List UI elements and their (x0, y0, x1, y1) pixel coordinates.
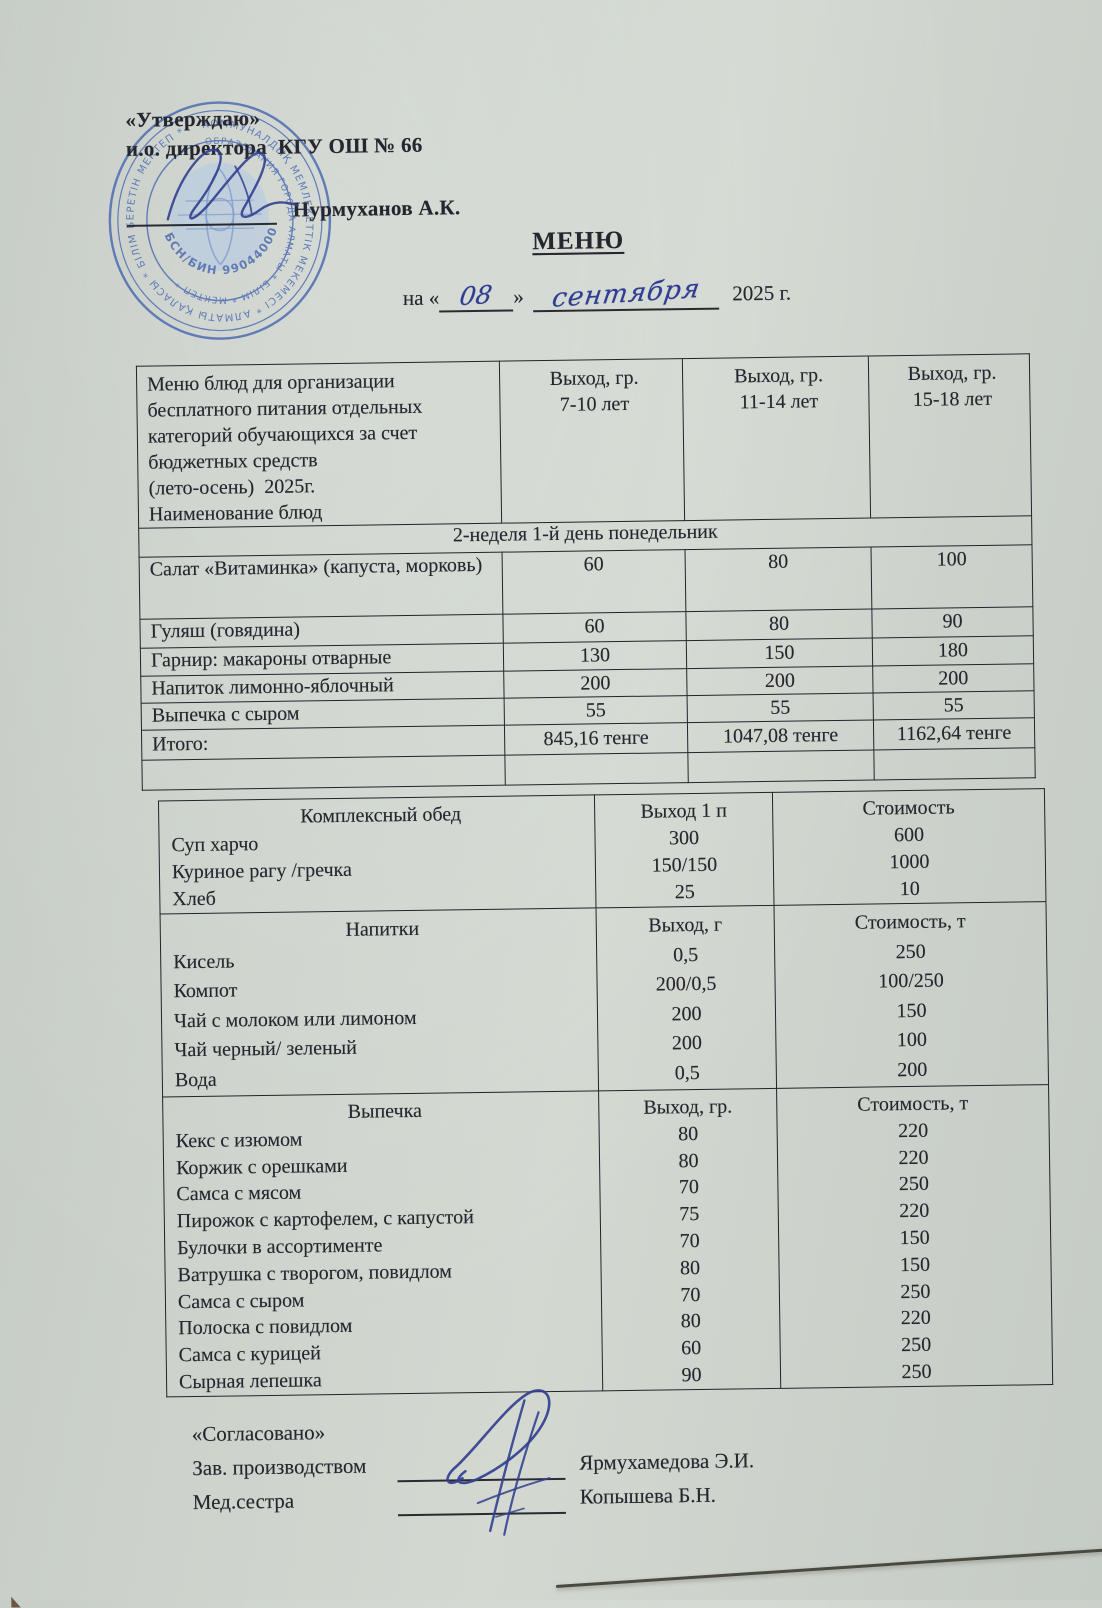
price-value: 250 (901, 1360, 932, 1384)
portion-value: 0,5 (674, 1061, 700, 1084)
portion-value: 200 (671, 1031, 703, 1055)
date-month-slot: сентября (532, 274, 720, 314)
dish-value: 130 (503, 640, 687, 672)
portion-value: 200 (671, 1002, 702, 1025)
dish-value: 55 (873, 690, 1035, 720)
dish-value: 200 (686, 665, 874, 696)
stamp-emblem (170, 162, 269, 271)
price-value: 150 (896, 999, 927, 1022)
stamp-rings (108, 101, 332, 340)
dish-value: 150 (686, 637, 873, 669)
portion-value: 80 (680, 1310, 701, 1333)
menu-table-header-row: Меню блюд для организации бесплатного пи… (136, 353, 1032, 529)
col-unit-11-14: Выход, гр. (734, 364, 824, 388)
price-value: 220 (898, 1146, 929, 1169)
extras-table: Комплексный обед Суп харчо Куриное рагу … (158, 788, 1053, 1397)
handwritten-month: сентября (549, 274, 703, 314)
role-nurse: Мед.сестра (192, 1488, 295, 1515)
portion-value: 0,5 (673, 943, 699, 966)
list-item: Вода (174, 1068, 217, 1091)
portion-value: 80 (679, 1256, 701, 1280)
price-value: 250 (898, 1173, 930, 1196)
col-age-15-18: 15-18 лет (912, 387, 993, 411)
official-stamp: КОММУНАЛДЫҚ МЕМЛЕКЕТТІК МЕКЕМЕСІ * АЛМАТ… (104, 95, 332, 340)
column-header: Выход, гр. (643, 1095, 733, 1119)
dish-value: 180 (872, 635, 1034, 666)
dish-value: 55 (504, 695, 688, 726)
dish-value: 60 (502, 611, 687, 644)
date-prefix: на (402, 285, 424, 311)
col-age-7-10: 7-10 лет (559, 392, 630, 416)
desk-corner (11, 1594, 27, 1607)
role-production-manager: Зав. производством (192, 1453, 367, 1481)
director-signature (166, 148, 299, 221)
section-pastry: Выпечка Кекс с изюмом Коржик с орешками … (162, 1084, 1053, 1397)
menu-table-description: Меню блюд для организации бесплатного пи… (147, 370, 428, 474)
dish-value: 80 (685, 609, 873, 641)
price-value: 600 (893, 823, 925, 847)
dish-value: 100 (870, 544, 1033, 610)
menu-table-dishes-label: Наименование блюд (148, 501, 323, 526)
total-value: 845,16 тенге (504, 722, 688, 756)
production-manager-name: Ярмухамедова Э.И. (579, 1448, 755, 1475)
price-value: 250 (895, 940, 926, 963)
column-header: Стоимость, т (854, 910, 966, 934)
portion-value: 75 (679, 1203, 700, 1226)
portion-value: 90 (681, 1363, 702, 1387)
portion-value: 25 (674, 881, 695, 904)
price-value: 100/250 (878, 969, 944, 993)
dish-value: 90 (871, 606, 1034, 638)
price-value: 220 (898, 1119, 929, 1142)
col-age-11-14: 11-14 лет (739, 390, 819, 414)
portion-value: 200/0,5 (655, 972, 717, 996)
price-value: 150 (899, 1226, 930, 1250)
approver-signature (446, 1389, 551, 1536)
portion-value: 150/150 (651, 853, 718, 877)
price-value: 10 (899, 877, 920, 901)
price-value: 200 (897, 1058, 928, 1081)
column-header: Выход 1 п (640, 799, 727, 823)
price-value: 1000 (889, 850, 930, 874)
portion-value: 70 (680, 1283, 701, 1306)
dish-value: 200 (503, 668, 688, 699)
date-day-slot: 08 (439, 279, 514, 313)
dish-value: 200 (872, 663, 1035, 693)
menu-table-season: (лето-осень) 2025г. (148, 475, 316, 500)
price-value: 220 (900, 1307, 931, 1330)
dish-value: 55 (687, 692, 874, 723)
dish-value: 80 (685, 547, 872, 612)
section-drinks: Напитки Кисель Компот Чай с молоком или … (160, 901, 1049, 1097)
menu-table: Меню блюд для организации бесплатного пи… (136, 353, 1036, 791)
column-header: Стоимость, т (857, 1092, 969, 1116)
portion-value: 60 (681, 1337, 702, 1360)
date-year: 2025 г. (732, 280, 792, 306)
handwritten-day: 08 (458, 279, 495, 312)
portion-value: 70 (678, 1176, 700, 1199)
total-value: 1162,64 тенге (873, 717, 1035, 750)
section-lunch: Комплексный обед Суп харчо Куриное рагу … (158, 788, 1046, 914)
approval-title: «Утверждаю» (125, 105, 261, 132)
dish-name: Салат «Витаминка» (капуста, морковь) (139, 552, 503, 620)
desk-edge (555, 1543, 1102, 1589)
portion-value: 70 (679, 1229, 700, 1253)
date-quote-open: « (428, 285, 440, 310)
price-value: 100 (896, 1028, 928, 1052)
price-value: 250 (900, 1333, 932, 1357)
price-value: 150 (899, 1253, 931, 1276)
portion-value: 80 (678, 1122, 699, 1146)
col-unit-7-10: Выход, гр. (549, 366, 639, 390)
portion-value: 300 (668, 826, 700, 850)
column-header: Выход, г (648, 913, 723, 937)
dish-value: 60 (502, 549, 686, 615)
portion-value: 80 (678, 1149, 699, 1172)
column-header: Стоимость (862, 796, 955, 820)
date-quote-close: » (513, 284, 524, 309)
price-value: 250 (900, 1280, 931, 1303)
nurse-name: Копышева Б.Н. (579, 1482, 717, 1509)
price-value: 220 (899, 1199, 930, 1223)
total-value: 1047,08 тенге (687, 719, 874, 753)
col-unit-15-18: Выход, гр. (907, 361, 997, 385)
